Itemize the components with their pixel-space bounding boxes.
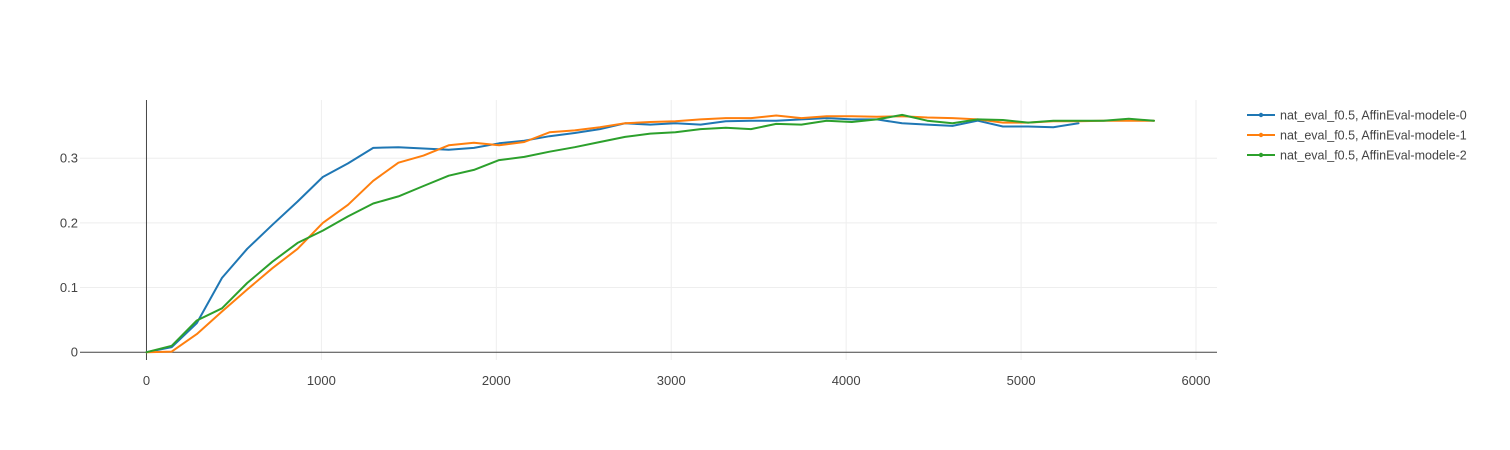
legend-label: nat_eval_f0.5, AffinEval-modele-2 xyxy=(1280,149,1467,163)
x-tick-label: 4000 xyxy=(832,373,861,388)
legend-label: nat_eval_f0.5, AffinEval-modele-0 xyxy=(1280,109,1467,123)
x-tick-label: 5000 xyxy=(1007,373,1036,388)
y-tick-label: 0.2 xyxy=(60,215,78,230)
x-tick-label: 0 xyxy=(143,373,150,388)
axes xyxy=(80,100,1217,360)
legend-marker xyxy=(1258,152,1264,158)
gridlines xyxy=(80,100,1217,360)
series-line-2[interactable] xyxy=(145,113,1155,354)
legend[interactable]: nat_eval_f0.5, AffinEval-modele-0 nat_eva… xyxy=(1247,109,1467,163)
legend-item-1[interactable]: nat_eval_f0.5, AffinEval-modele-1 xyxy=(1247,129,1467,143)
legend-marker xyxy=(1258,112,1264,118)
x-tick-label: 2000 xyxy=(482,373,511,388)
legend-label: nat_eval_f0.5, AffinEval-modele-1 xyxy=(1280,129,1467,143)
x-tick-label: 3000 xyxy=(657,373,686,388)
y-tick-label: 0.1 xyxy=(60,280,78,295)
legend-item-0[interactable]: nat_eval_f0.5, AffinEval-modele-0 xyxy=(1247,109,1467,123)
y-tick-label: 0 xyxy=(71,345,78,360)
legend-item-2[interactable]: nat_eval_f0.5, AffinEval-modele-2 xyxy=(1247,149,1467,163)
tick-labels: 0 1000 2000 3000 4000 5000 6000 0 0.1 0.2 0.3 xyxy=(60,151,1211,388)
y-tick-label: 0.3 xyxy=(60,151,78,166)
x-tick-label: 6000 xyxy=(1182,373,1211,388)
legend-marker xyxy=(1258,132,1264,138)
x-tick-label: 1000 xyxy=(307,373,336,388)
plot-area xyxy=(145,113,1155,354)
series-line-1[interactable] xyxy=(145,114,1155,354)
series-line-0[interactable] xyxy=(145,117,1080,354)
